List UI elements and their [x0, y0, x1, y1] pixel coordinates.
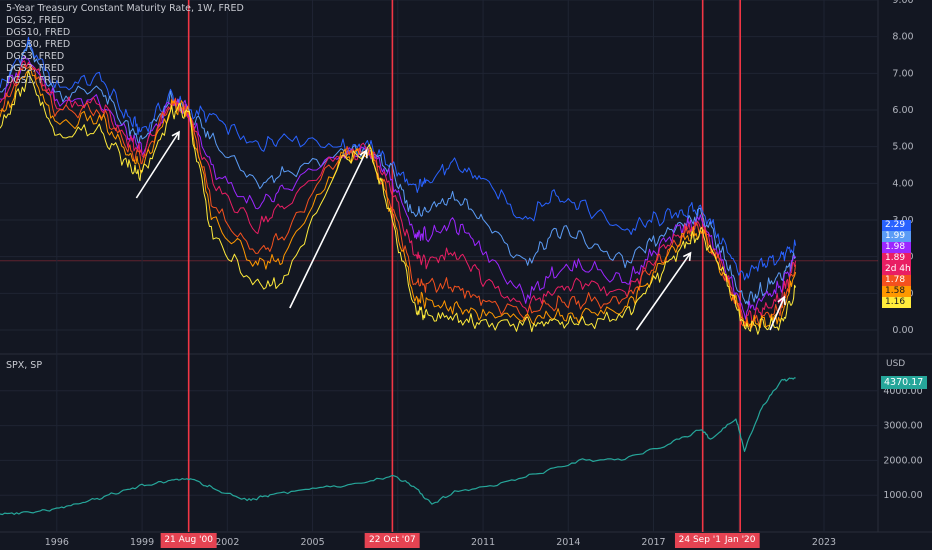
last-value-badge-4: 2d 4h [882, 264, 911, 275]
last-value-badge-1: 1.99 [882, 231, 911, 242]
trend-arrow-0 [135, 130, 180, 199]
x-tick-label: 2017 [641, 537, 665, 548]
x-tick-label: 2005 [300, 537, 324, 548]
axis-unit-label: USD [886, 359, 906, 369]
last-value-badge-6: 1.58 [882, 286, 911, 297]
trend-arrows [135, 130, 786, 331]
y-tick-label-bottom: 2000.00 [883, 455, 922, 466]
top-pane-title: 5-Year Treasury Constant Maturity Rate, … [6, 3, 244, 14]
event-marker-lines [187, 0, 741, 532]
y-tick-label-bottom: 4000.00 [883, 386, 922, 397]
y-tick-label-top: 8.00 [892, 32, 913, 43]
bottom-pane-title: SPX, SP [6, 360, 43, 371]
rate-series-line-1 [0, 41, 797, 305]
rate-series-line-4 [0, 64, 797, 330]
rate-series-line-0 [0, 36, 797, 281]
top-pane-legend: 5-Year Treasury Constant Maturity Rate, … [6, 3, 244, 87]
legend-series-dgs1: DGS1, FRED [6, 75, 65, 86]
y-tick-label-top: 6.00 [892, 105, 913, 116]
marker-date-tag-1: 22 Oct '07 [365, 533, 420, 548]
x-tick-label: 2002 [215, 537, 239, 548]
marker-date-tag-0: 21 Aug '00 [160, 533, 217, 548]
last-value-badge-7: 1.16 [882, 297, 911, 308]
x-tick-label: 2023 [812, 537, 836, 548]
trend-arrow-3 [769, 295, 786, 331]
rate-series-line-5 [0, 67, 797, 329]
spx-last-price-badge: 4370.17 [881, 376, 927, 389]
marker-date-tag-2: 24 Sep '18 [674, 533, 731, 548]
spx-series-line [0, 377, 796, 516]
last-value-badge-2: 1.98 [882, 242, 911, 253]
legend-series-dgs3b: DGS3, FRED [6, 63, 65, 74]
y-tick-label-bottom: 1000.00 [883, 490, 922, 501]
x-tick-label: 2011 [471, 537, 495, 548]
x-tick-label: 1996 [45, 537, 69, 548]
y-tick-label-top: 7.00 [892, 68, 913, 79]
trend-arrow-1 [289, 148, 368, 309]
x-tick-label: 1999 [130, 537, 154, 548]
series-lines [0, 36, 797, 516]
y-tick-label-top: 4.00 [892, 178, 913, 189]
x-tick-label: 2014 [556, 537, 580, 548]
rate-series-line-6 [0, 69, 797, 335]
legend-series-dgs10: DGS10, FRED [6, 27, 71, 38]
legend-series-dgs30: DGS30, FRED [6, 39, 71, 50]
rate-series-line-3 [0, 60, 797, 327]
last-value-badge-0: 2.29 [882, 220, 911, 231]
last-value-badge-5: 1.78 [882, 275, 911, 286]
y-tick-label-top: 0.00 [892, 325, 913, 336]
bottom-pane-legend: SPX, SP [6, 360, 42, 372]
marker-date-tag-3: Jan '20 [720, 533, 760, 548]
legend-series-dgs2: DGS2, FRED [6, 15, 65, 26]
y-tick-label-bottom: 3000.00 [883, 421, 922, 432]
y-tick-label-top: 9.00 [892, 0, 913, 6]
legend-series-dgs3: DGS3, FRED [6, 51, 65, 62]
y-tick-label-top: 5.00 [892, 142, 913, 153]
trend-arrow-2 [635, 251, 692, 331]
last-value-badge-3: 1.89 [882, 253, 911, 264]
